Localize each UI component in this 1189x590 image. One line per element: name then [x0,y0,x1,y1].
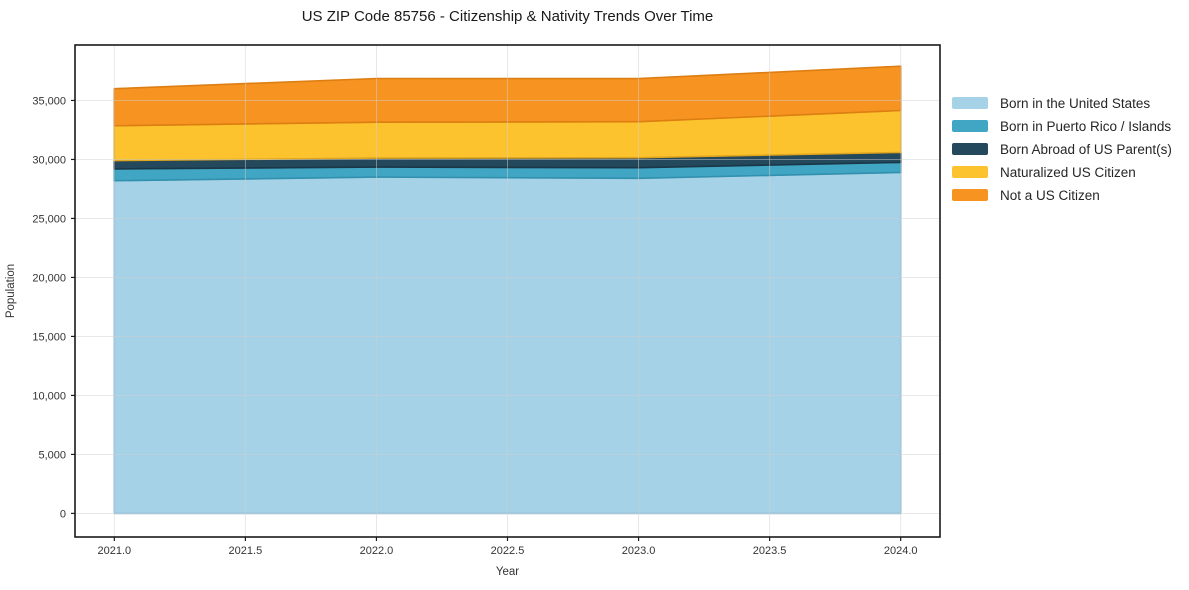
chart-title: US ZIP Code 85756 - Citizenship & Nativi… [301,8,714,25]
y-tick-label: 20,000 [32,272,66,284]
y-tick-label: 35,000 [32,95,66,107]
y-tick-label: 0 [60,508,66,520]
x-tick-label: 2022.0 [360,545,394,557]
x-tick-label: 2023.0 [622,545,656,557]
x-tick-label: 2022.5 [491,545,525,557]
legend-swatch [952,143,988,155]
x-tick-label: 2024.0 [884,545,918,557]
x-tick-label: 2023.5 [753,545,787,557]
legend-item-born-abroad-of-us-parent-s: Born Abroad of US Parent(s) [952,141,1172,157]
legend-item-born-in-puerto-rico-islands: Born in Puerto Rico / Islands [952,118,1172,134]
y-tick-label: 25,000 [32,213,66,225]
y-tick-label: 5,000 [38,449,66,461]
y-axis-label: Population [5,264,17,318]
legend-swatch [952,120,988,132]
legend-item-born-in-the-united-states: Born in the United States [952,95,1172,111]
x-axis-label: Year [496,566,519,578]
y-tick-label: 10,000 [32,390,66,402]
legend-swatch [952,166,988,178]
y-tick-label: 30,000 [32,154,66,166]
x-tick-label: 2021.5 [229,545,263,557]
legend-label: Born Abroad of US Parent(s) [1000,141,1172,157]
legend-item-naturalized-us-citizen: Naturalized US Citizen [952,164,1172,180]
legend-label: Naturalized US Citizen [1000,164,1136,180]
y-tick-label: 15,000 [32,331,66,343]
legend: Born in the United States Born in Puerto … [952,95,1172,212]
legend-swatch [952,189,988,201]
legend-label: Born in Puerto Rico / Islands [1000,118,1172,134]
x-tick-label: 2021.0 [97,545,131,557]
legend-item-not-a-us-citizen: Not a US Citizen [952,187,1172,203]
legend-label: Born in the United States [1000,95,1151,111]
legend-label: Not a US Citizen [1000,187,1100,203]
legend-swatch [952,97,988,109]
